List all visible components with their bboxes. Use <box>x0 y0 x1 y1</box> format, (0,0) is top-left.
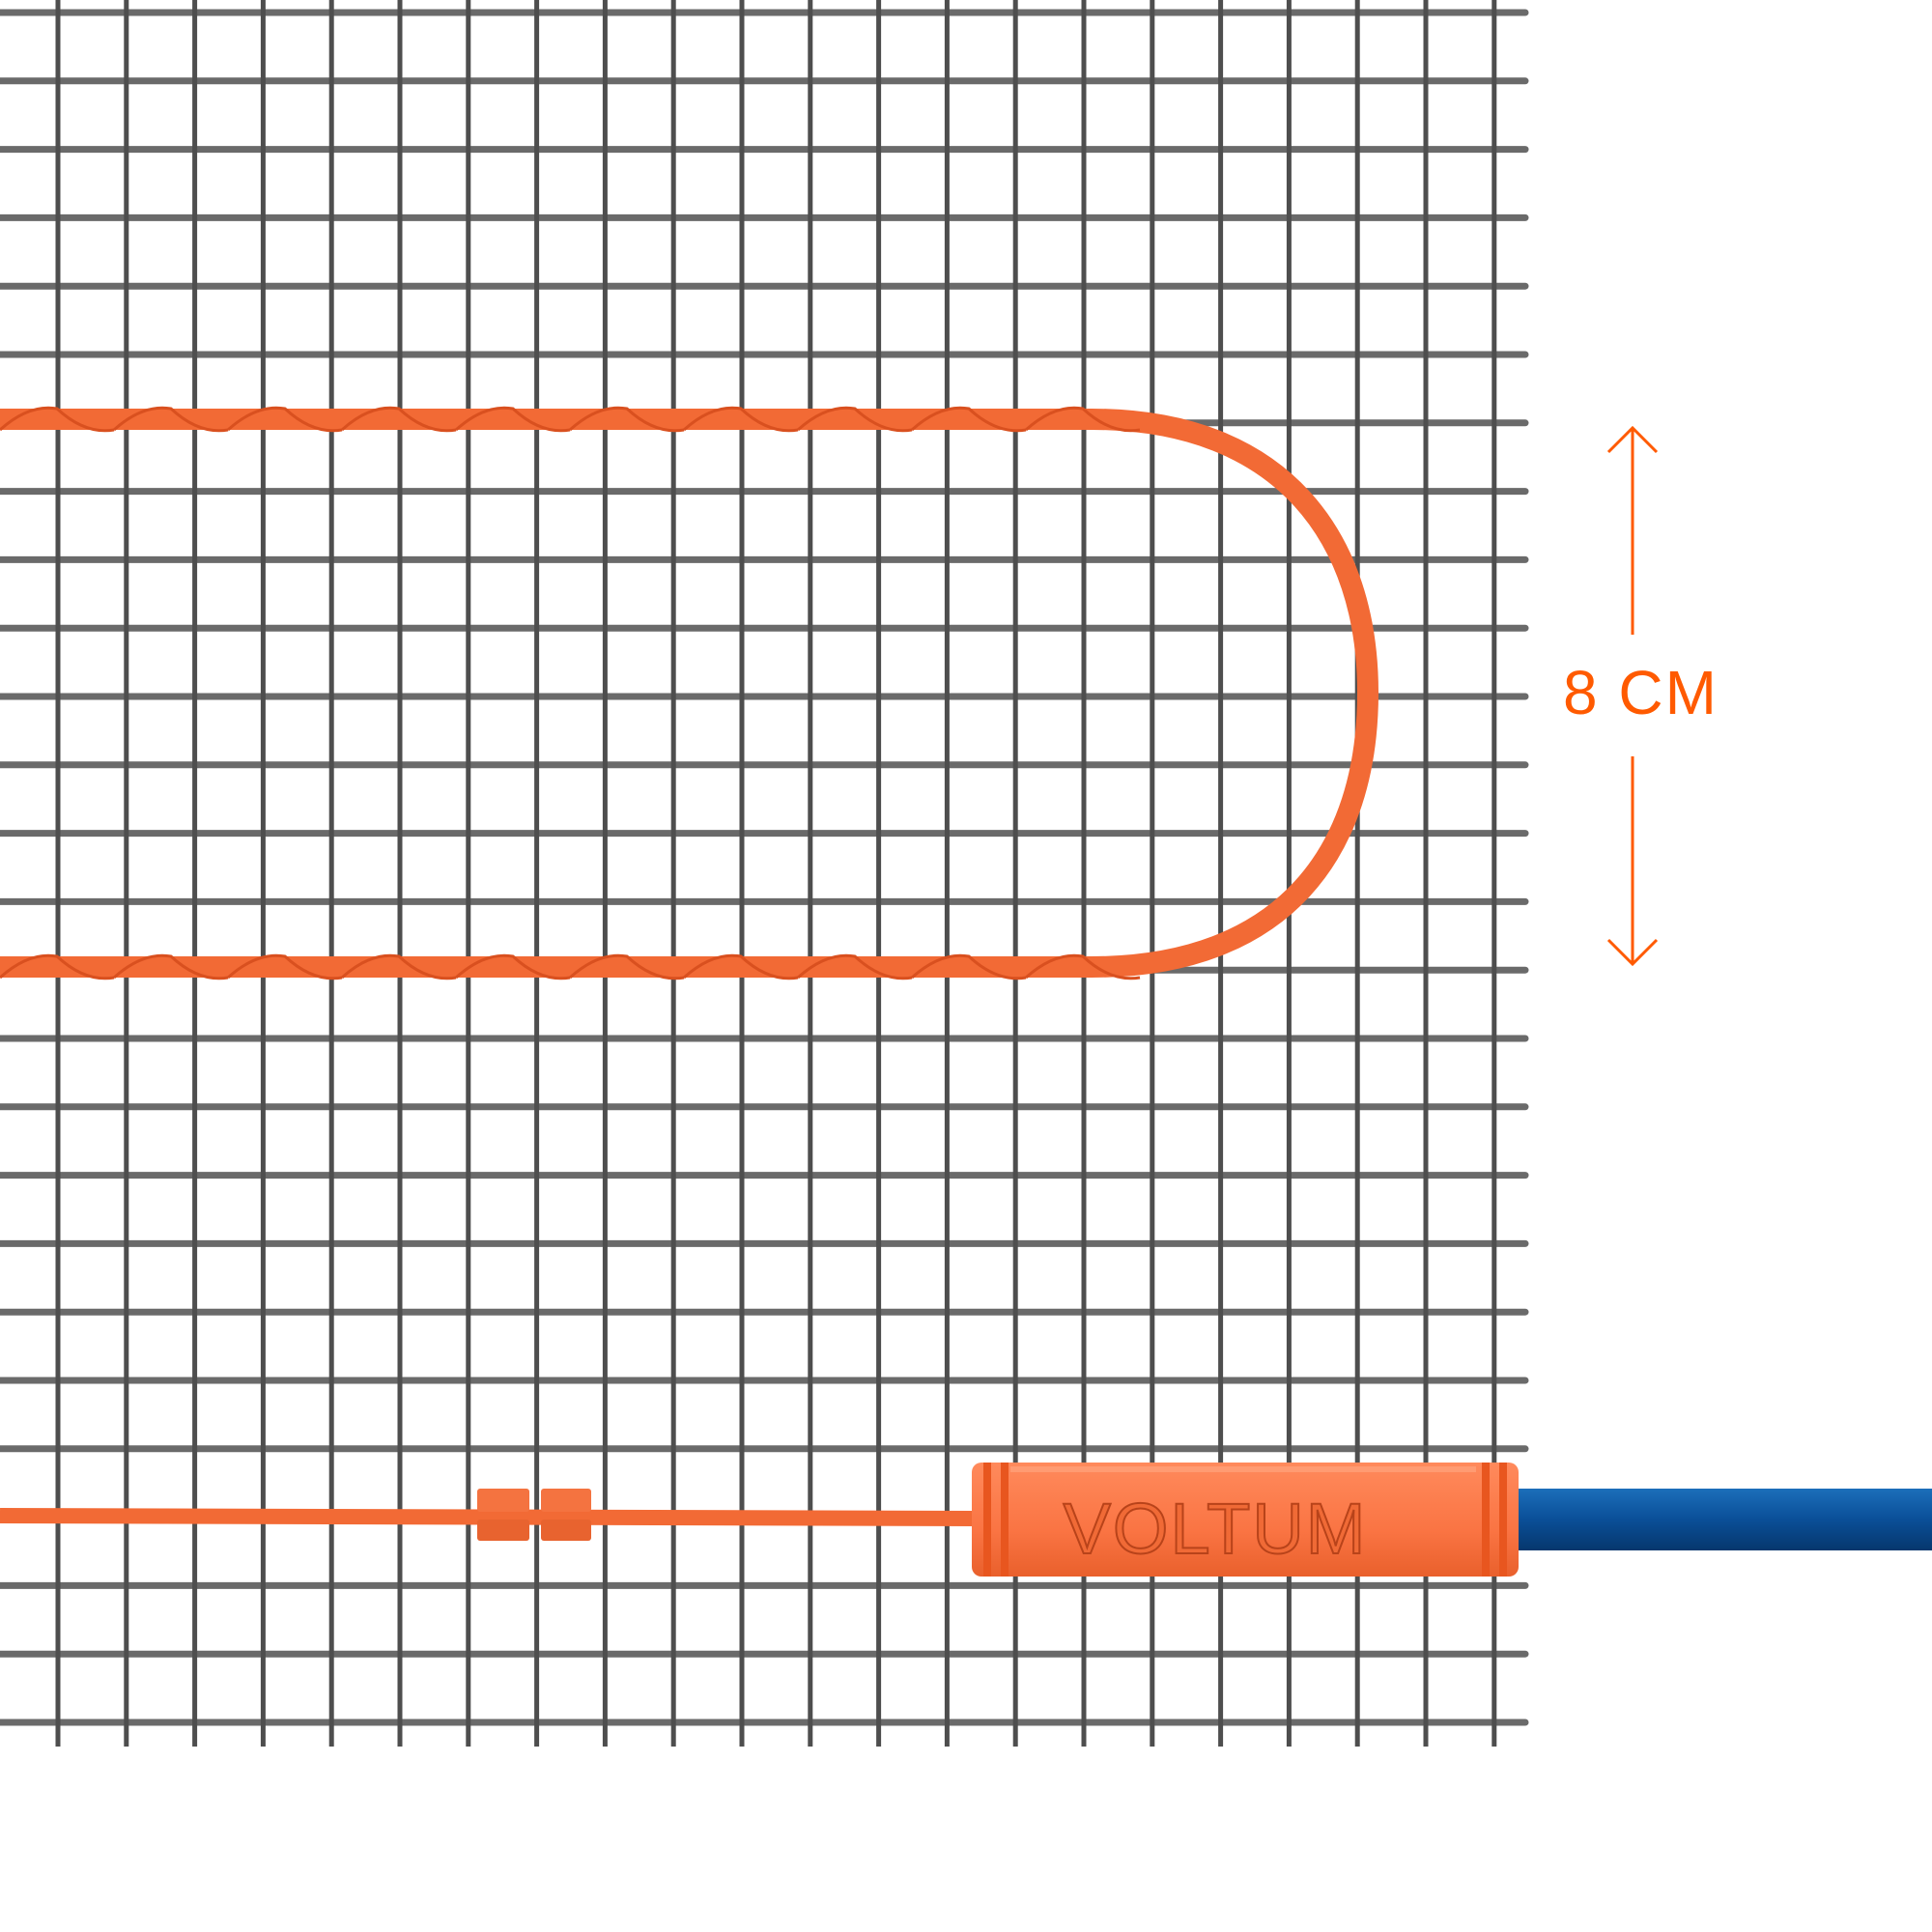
voltum-logo: VOLTUM <box>1064 1489 1368 1569</box>
arrow-down-icon <box>1606 938 1659 967</box>
heating-cable-loop <box>0 409 1379 978</box>
dimension-arrow <box>1606 425 1659 967</box>
cable-clip <box>477 1489 591 1541</box>
arrow-up-icon <box>1606 425 1659 454</box>
connector-sleeve <box>972 1463 1519 1577</box>
dimension-label: 8 CM <box>1563 658 1719 727</box>
power-cable <box>1512 1489 1932 1550</box>
cold-lead-cable <box>0 1508 977 1526</box>
cable-wrap-tape <box>0 406 1141 980</box>
